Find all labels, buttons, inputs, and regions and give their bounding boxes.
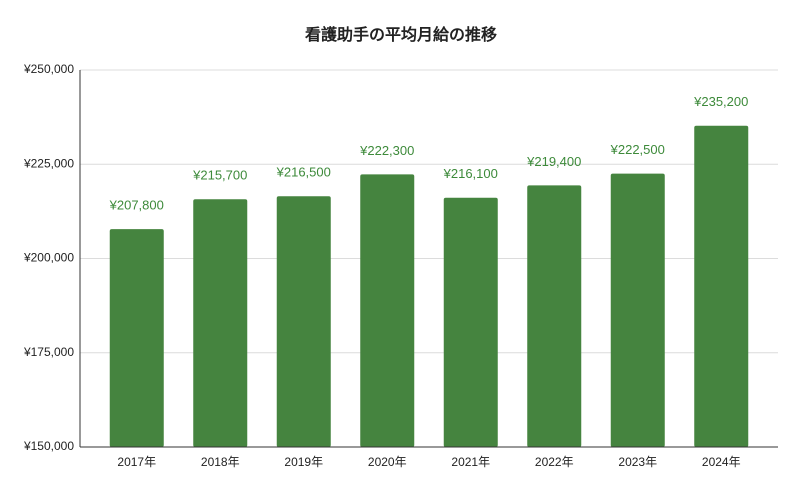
x-tick-label: 2017年 xyxy=(117,455,156,469)
y-tick-label: ¥175,000 xyxy=(23,345,74,359)
bar xyxy=(527,185,582,447)
value-label: ¥216,500 xyxy=(276,165,331,180)
value-label: ¥222,500 xyxy=(610,142,665,157)
y-tick-label: ¥200,000 xyxy=(23,251,74,265)
chart-title: 看護助手の平均月給の推移 xyxy=(304,25,497,44)
x-tick-label: 2021年 xyxy=(451,455,490,469)
bar xyxy=(360,174,415,447)
value-label: ¥219,400 xyxy=(526,154,581,169)
y-tick-label: ¥225,000 xyxy=(23,156,74,170)
bar xyxy=(610,173,665,448)
bar xyxy=(193,199,248,447)
value-label: ¥207,800 xyxy=(109,198,164,213)
value-label: ¥235,200 xyxy=(693,94,748,109)
y-tick-label: ¥150,000 xyxy=(23,439,74,453)
x-tick-label: 2018年 xyxy=(201,455,240,469)
bar xyxy=(694,125,749,448)
bar xyxy=(443,197,498,447)
x-tick-label: 2023年 xyxy=(618,455,657,469)
x-tick-label: 2019年 xyxy=(284,455,323,469)
bar xyxy=(276,196,331,447)
bar xyxy=(109,229,164,447)
y-tick-label: ¥250,000 xyxy=(23,62,74,76)
value-label: ¥215,700 xyxy=(192,168,247,183)
value-label: ¥222,300 xyxy=(359,143,414,158)
x-tick-label: 2024年 xyxy=(702,455,741,469)
x-tick-label: 2020年 xyxy=(368,455,407,469)
x-tick-label: 2022年 xyxy=(535,455,574,469)
value-label: ¥216,100 xyxy=(443,166,498,181)
